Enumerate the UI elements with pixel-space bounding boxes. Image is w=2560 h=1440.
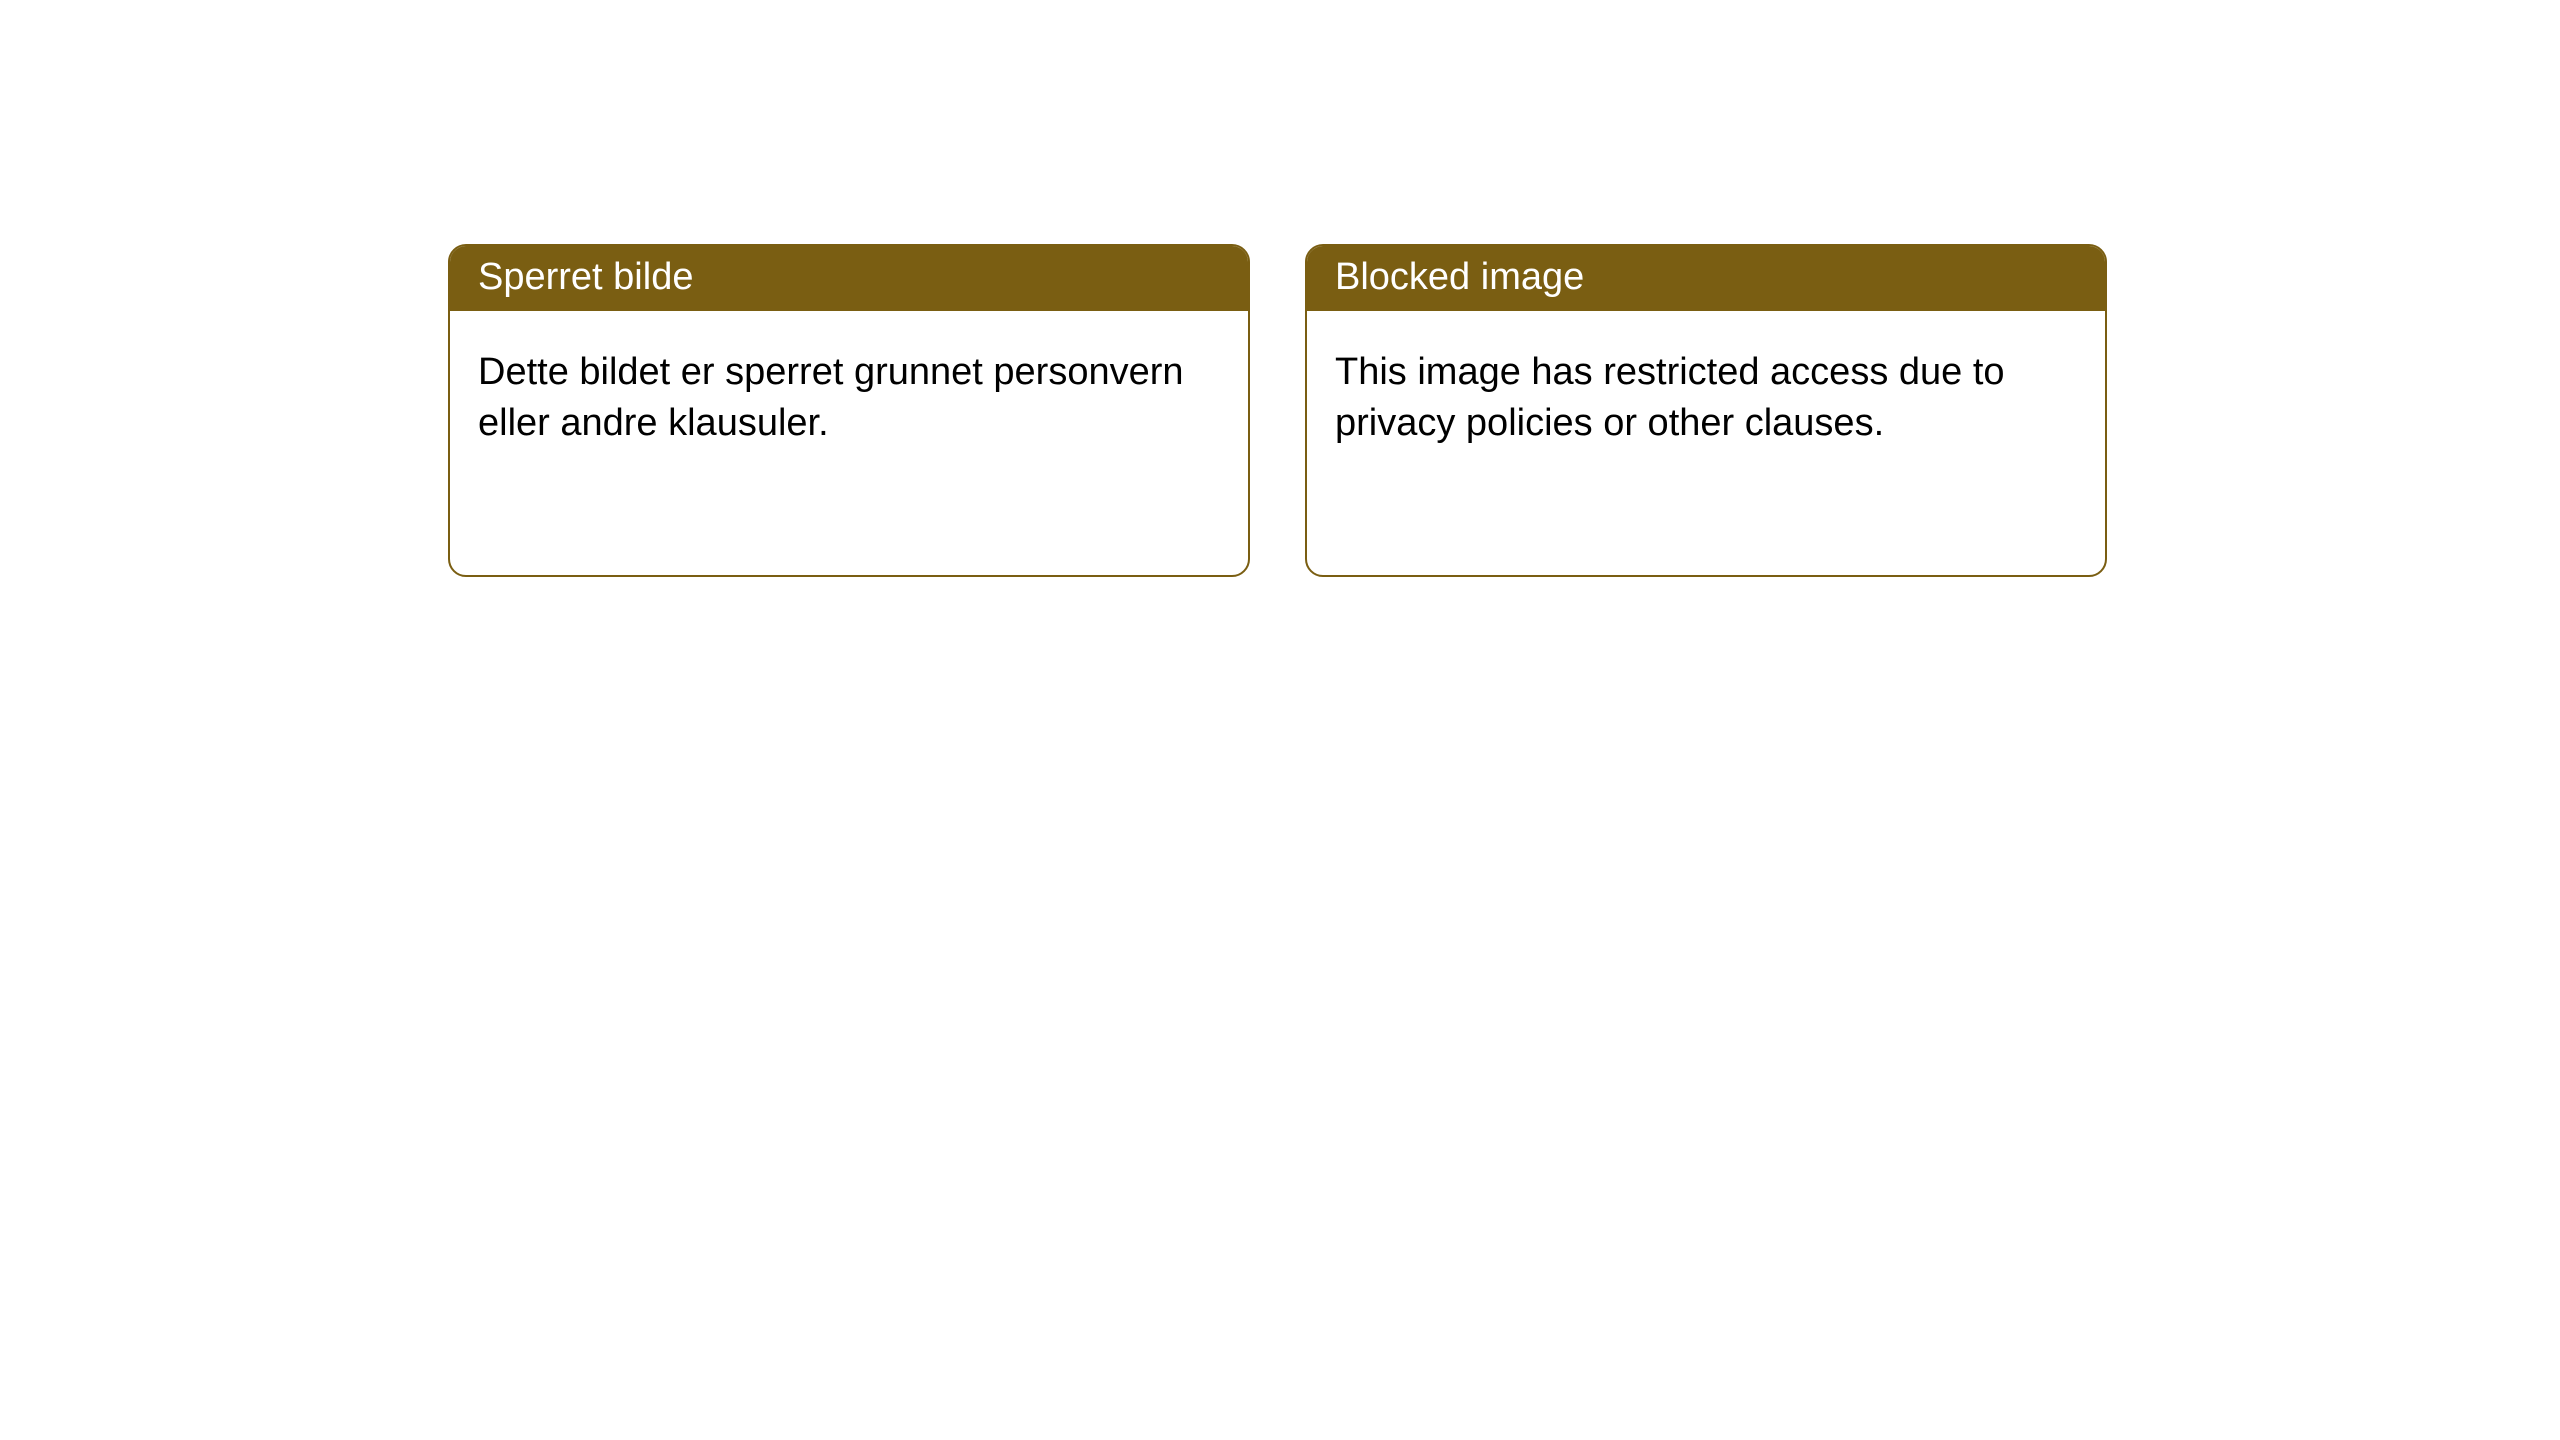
card-title: Sperret bilde xyxy=(478,256,693,298)
card-body-text: This image has restricted access due to … xyxy=(1335,351,2005,444)
notice-card-english: Blocked image This image has restricted … xyxy=(1305,244,2107,577)
card-container: Sperret bilde Dette bildet er sperret gr… xyxy=(0,0,2560,577)
card-header: Sperret bilde xyxy=(450,246,1248,311)
card-body: Dette bildet er sperret grunnet personve… xyxy=(450,311,1248,486)
card-body: This image has restricted access due to … xyxy=(1307,311,2105,486)
card-title: Blocked image xyxy=(1335,256,1584,298)
card-header: Blocked image xyxy=(1307,246,2105,311)
card-body-text: Dette bildet er sperret grunnet personve… xyxy=(478,351,1184,444)
notice-card-norwegian: Sperret bilde Dette bildet er sperret gr… xyxy=(448,244,1250,577)
